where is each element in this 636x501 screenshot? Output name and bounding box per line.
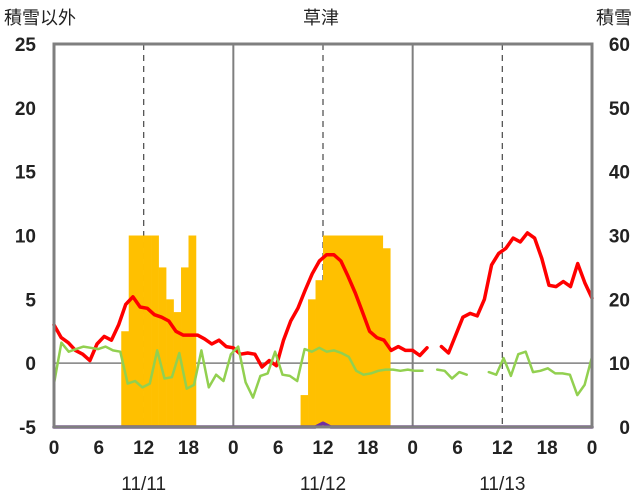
left-y-tick-label: -5 [19, 418, 36, 439]
left-y-tick-label: 20 [15, 99, 36, 120]
x-ticks: 0 6 12 18 0 6 12 18 0 6 12 18 0 [49, 438, 598, 459]
snow-depth-bar [166, 299, 174, 427]
snow-depth-bar [330, 235, 339, 427]
snow-depth-bar [352, 235, 361, 427]
x-tick-label: 12 [133, 438, 154, 459]
right-axis-label: 積雪 [596, 8, 632, 29]
right-y-tick-label: 30 [609, 227, 630, 248]
date-label: 11/12 [300, 474, 346, 495]
right-y-tick-label: 60 [609, 35, 630, 56]
snow-depth-bar [121, 331, 130, 427]
right-y-ticks: 60 50 40 30 20 10 0 [609, 35, 630, 439]
snow-depth-bar [308, 299, 316, 427]
snow-depth-bar [345, 235, 354, 427]
green-line [435, 368, 468, 380]
x-tick-label: 12 [492, 438, 513, 459]
x-tick-label: 0 [49, 438, 60, 459]
x-tick-label: 0 [228, 438, 239, 459]
green-line [487, 350, 594, 397]
snow-depth-bar [315, 280, 324, 427]
snow-depth-bar [360, 235, 369, 427]
snow-depth-bar [158, 267, 167, 427]
snow-depth-bars [121, 235, 391, 427]
snow-depth-bar [337, 235, 346, 427]
left-y-tick-label: 15 [15, 163, 37, 184]
snow-depth-bar [188, 235, 197, 427]
left-y-tick-label: 0 [25, 354, 36, 375]
right-y-tick-label: 40 [609, 163, 630, 184]
snow-depth-bar [128, 235, 137, 427]
right-y-tick-label: 10 [609, 354, 630, 375]
snow-depth-bar [151, 235, 159, 427]
snow-depth-bar [323, 235, 331, 427]
snow-depth-bar [143, 235, 152, 427]
x-tick-label: 6 [273, 438, 284, 459]
right-y-tick-label: 0 [619, 418, 630, 439]
x-tick-label: 6 [452, 438, 463, 459]
green-line [52, 341, 424, 399]
x-tick-label: 18 [357, 438, 378, 459]
x-tick-label: 0 [587, 438, 598, 459]
left-axis-label: 積雪以外 [4, 8, 76, 29]
snow-depth-bar [375, 235, 384, 427]
left-y-ticks: 25 20 15 10 5 0 -5 [15, 35, 37, 439]
x-tick-label: 6 [94, 438, 105, 459]
temperature-line [439, 231, 594, 355]
left-y-tick-label: 10 [15, 227, 36, 248]
snow-depth-bar [136, 235, 144, 427]
snow-depth-bar [300, 395, 309, 427]
snow-depth-bar [181, 267, 189, 427]
snow-depth-bar [382, 248, 391, 427]
date-label: 11/11 [121, 474, 166, 495]
right-y-tick-label: 20 [609, 290, 630, 311]
x-tick-label: 0 [407, 438, 418, 459]
snow-depth-bar [173, 312, 182, 427]
date-label: 11/13 [479, 474, 525, 495]
x-tick-label: 12 [312, 438, 333, 459]
chart-title: 草津 [303, 8, 339, 29]
x-tick-label: 18 [178, 438, 199, 459]
plot-frame [52, 42, 594, 429]
right-y-tick-label: 50 [609, 99, 630, 120]
left-y-tick-label: 5 [25, 290, 36, 311]
x-tick-label: 18 [537, 438, 558, 459]
left-y-tick-label: 25 [15, 35, 37, 56]
date-labels: 11/11 11/12 11/13 [121, 474, 525, 495]
